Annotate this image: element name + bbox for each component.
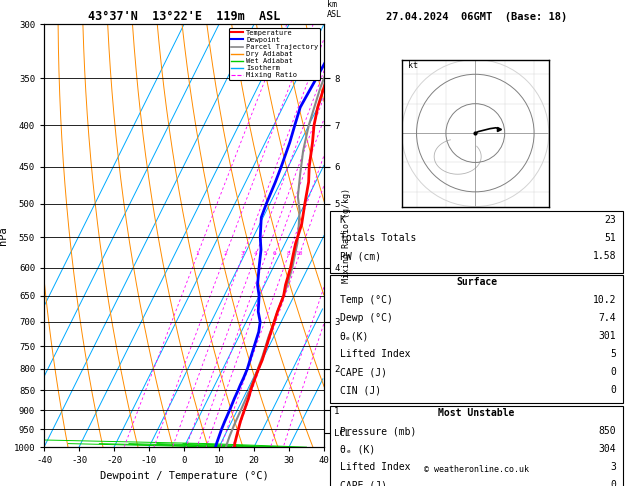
Text: 0: 0	[611, 480, 616, 486]
Text: 1: 1	[195, 251, 199, 256]
Text: km
ASL: km ASL	[327, 0, 342, 19]
Text: 3: 3	[241, 251, 245, 256]
Text: 27.04.2024  06GMT  (Base: 18): 27.04.2024 06GMT (Base: 18)	[386, 12, 567, 22]
Text: 5: 5	[611, 349, 616, 359]
Text: 850: 850	[599, 426, 616, 436]
X-axis label: Dewpoint / Temperature (°C): Dewpoint / Temperature (°C)	[99, 471, 269, 481]
Text: CAPE (J): CAPE (J)	[340, 480, 387, 486]
Text: 6: 6	[272, 251, 276, 256]
Text: © weatheronline.co.uk: © weatheronline.co.uk	[424, 465, 529, 474]
Text: 2: 2	[223, 251, 227, 256]
Text: 10.2: 10.2	[593, 295, 616, 305]
Text: Temp (°C): Temp (°C)	[340, 295, 392, 305]
Text: Mixing Ratio (g/kg): Mixing Ratio (g/kg)	[342, 188, 351, 283]
Text: 1.58: 1.58	[593, 251, 616, 261]
Text: 7.4: 7.4	[599, 313, 616, 323]
Text: Most Unstable: Most Unstable	[438, 408, 515, 418]
Text: Lifted Index: Lifted Index	[340, 462, 410, 472]
Text: PW (cm): PW (cm)	[340, 251, 381, 261]
Text: 8: 8	[286, 251, 290, 256]
Text: 10: 10	[295, 251, 303, 256]
Legend: Temperature, Dewpoint, Parcel Trajectory, Dry Adiabat, Wet Adiabat, Isotherm, Mi: Temperature, Dewpoint, Parcel Trajectory…	[229, 28, 320, 80]
Title: 43°37'N  13°22'E  119m  ASL: 43°37'N 13°22'E 119m ASL	[88, 10, 280, 23]
Text: 3: 3	[611, 462, 616, 472]
Text: 23: 23	[604, 215, 616, 225]
Text: 304: 304	[599, 444, 616, 454]
Text: 301: 301	[599, 331, 616, 341]
Y-axis label: hPa: hPa	[0, 226, 8, 245]
Text: Dewp (°C): Dewp (°C)	[340, 313, 392, 323]
Text: Lifted Index: Lifted Index	[340, 349, 410, 359]
Text: K: K	[340, 215, 345, 225]
Text: 51: 51	[604, 233, 616, 243]
Text: Pressure (mb): Pressure (mb)	[340, 426, 416, 436]
Text: kt: kt	[408, 61, 418, 70]
Text: Surface: Surface	[456, 278, 497, 287]
Text: 0: 0	[611, 385, 616, 395]
Text: θₑ(K): θₑ(K)	[340, 331, 369, 341]
Text: 5: 5	[264, 251, 267, 256]
Text: CIN (J): CIN (J)	[340, 385, 381, 395]
Text: CAPE (J): CAPE (J)	[340, 367, 387, 377]
Text: 4: 4	[253, 251, 257, 256]
Text: θₑ (K): θₑ (K)	[340, 444, 375, 454]
Text: Totals Totals: Totals Totals	[340, 233, 416, 243]
Text: 0: 0	[611, 367, 616, 377]
